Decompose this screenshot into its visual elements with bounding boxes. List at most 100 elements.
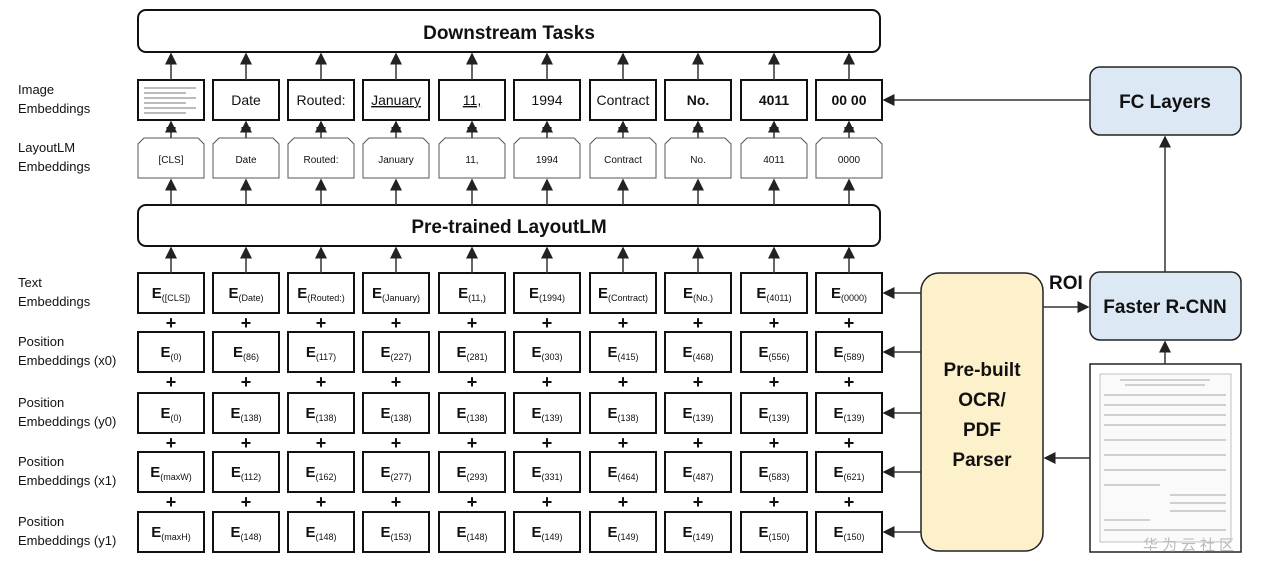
embedding-symbol: E(138) (456, 405, 487, 423)
y0-embedding-cell: E(138) (362, 392, 430, 434)
image-embedding-cell: 4011 (740, 79, 808, 121)
embedding-symbol: E(293) (456, 464, 487, 482)
y0-embedding-cell: E(138) (212, 392, 280, 434)
text-embedding-cell: E(Date) (212, 272, 280, 314)
connector-arrows (165, 52, 1171, 538)
image-token: 00 00 (831, 92, 866, 108)
embedding-symbol: E(583) (758, 464, 789, 482)
plus-sign: + (391, 313, 402, 333)
y1-embedding-cell: E(148) (287, 511, 355, 553)
layoutlm-embedding-cell: Date (212, 137, 280, 179)
plus-sign: + (542, 313, 553, 333)
downstream-tasks-label: Downstream Tasks (423, 23, 595, 44)
text-embedding-cell: E(11,) (438, 272, 506, 314)
embedding-symbol: E([CLS]) (152, 285, 191, 303)
embedding-symbol: E(138) (380, 405, 411, 423)
row-label-x0: Position (18, 334, 64, 349)
plus-sign: + (241, 313, 252, 333)
plus-sign: + (693, 372, 704, 392)
image-token: No. (687, 92, 710, 108)
layoutlm-token: Date (235, 155, 257, 166)
embedding-symbol: E(4011) (756, 285, 791, 303)
embedding-symbol: E(149) (607, 524, 638, 542)
plus-sign: + (693, 313, 704, 333)
ocr-parser-box: Pre-built OCR/ PDF Parser (920, 272, 1044, 552)
embedding-symbol: E(556) (758, 344, 789, 362)
image-embedding-cell: No. (664, 79, 732, 121)
layoutlm-embedding-cell: Routed: (287, 137, 355, 179)
embedding-symbol: E(415) (607, 344, 638, 362)
x1-embedding-cell: E(162) (287, 451, 355, 493)
plus-sign: + (391, 433, 402, 453)
text-embedding-cell: E(1994) (513, 272, 581, 314)
x1-embedding-cell: E(621) (815, 451, 883, 493)
x1-embedding-cell: E(maxW) (137, 451, 205, 493)
layoutlm-token: No. (690, 155, 706, 166)
y1-embedding-cell: E(149) (513, 511, 581, 553)
embedding-symbol: E(86) (233, 344, 259, 362)
plus-sign: + (693, 492, 704, 512)
faster-rcnn-label: Faster R-CNN (1103, 297, 1227, 318)
document-image (1089, 363, 1242, 553)
plus-sign: + (618, 433, 629, 453)
layoutlm-token: January (378, 155, 414, 166)
embedding-symbol: E(303) (531, 344, 562, 362)
downstream-tasks-box: Downstream Tasks (137, 9, 881, 53)
plus-sign: + (391, 372, 402, 392)
embedding-symbol: E(11,) (458, 285, 486, 303)
y1-embedding-cell: E(150) (815, 511, 883, 553)
plus-sign: + (844, 433, 855, 453)
x0-embedding-cell: E(86) (212, 331, 280, 373)
embedding-symbol: E(149) (682, 524, 713, 542)
x0-embedding-cell: E(0) (137, 331, 205, 373)
plus-sign: + (844, 313, 855, 333)
row-label-x0: Embeddings (x0) (18, 353, 116, 368)
image-token: 4011 (759, 92, 790, 108)
x0-embedding-cell: E(303) (513, 331, 581, 373)
embedding-symbol: E(621) (833, 464, 864, 482)
image-embedding-cell (137, 79, 205, 121)
row-label-text: Text (18, 275, 42, 290)
plus-sign: + (618, 492, 629, 512)
watermark: 华为云社区 (1143, 537, 1238, 554)
y0-embedding-cell: E(0) (137, 392, 205, 434)
row-label-layoutlm: Embeddings (18, 159, 91, 174)
embedding-symbol: E(117) (306, 344, 336, 362)
fc-layers-label: FC Layers (1119, 92, 1211, 113)
text-embedding-cell: E(Contract) (589, 272, 657, 314)
embedding-symbol: E(139) (833, 405, 864, 423)
y0-embedding-cell: E(139) (740, 392, 808, 434)
x1-embedding-cell: E(464) (589, 451, 657, 493)
embedding-symbol: E(139) (758, 405, 789, 423)
image-embedding-cell: Date (212, 79, 280, 121)
y1-embedding-cell: E(148) (212, 511, 280, 553)
image-embedding-cell: January (362, 79, 430, 121)
embedding-symbol: E(589) (833, 344, 864, 362)
x0-embedding-cell: E(415) (589, 331, 657, 373)
embedding-symbol: E(468) (682, 344, 713, 362)
row-label-y1: Embeddings (y1) (18, 533, 116, 548)
layoutlm-embedding-cell: [CLS] (137, 137, 205, 179)
x0-embedding-cell: E(117) (287, 331, 355, 373)
x1-embedding-cell: E(331) (513, 451, 581, 493)
embedding-symbol: E(148) (230, 524, 261, 542)
plus-sign: + (166, 433, 177, 453)
embedding-symbol: E(331) (531, 464, 562, 482)
plus-sign: + (769, 372, 780, 392)
embedding-symbol: E(148) (305, 524, 336, 542)
embedding-symbol: E(139) (531, 405, 562, 423)
y1-embedding-cell: E(153) (362, 511, 430, 553)
cls-image-patch (144, 87, 196, 114)
plus-sign: + (769, 492, 780, 512)
layoutlm-embedding-cell: January (362, 137, 430, 179)
y1-embedding-cell: E(148) (438, 511, 506, 553)
layoutlm-token: 4011 (763, 155, 785, 166)
plus-sign: + (542, 433, 553, 453)
row-label-x1: Embeddings (x1) (18, 473, 116, 488)
y1-embedding-cell: E(150) (740, 511, 808, 553)
layoutlm-embedding-cell: No. (664, 137, 732, 179)
y0-embedding-cell: E(138) (287, 392, 355, 434)
layoutlm-token: 0000 (838, 155, 861, 166)
plus-sign: + (241, 433, 252, 453)
embedding-symbol: E(1994) (529, 285, 565, 303)
